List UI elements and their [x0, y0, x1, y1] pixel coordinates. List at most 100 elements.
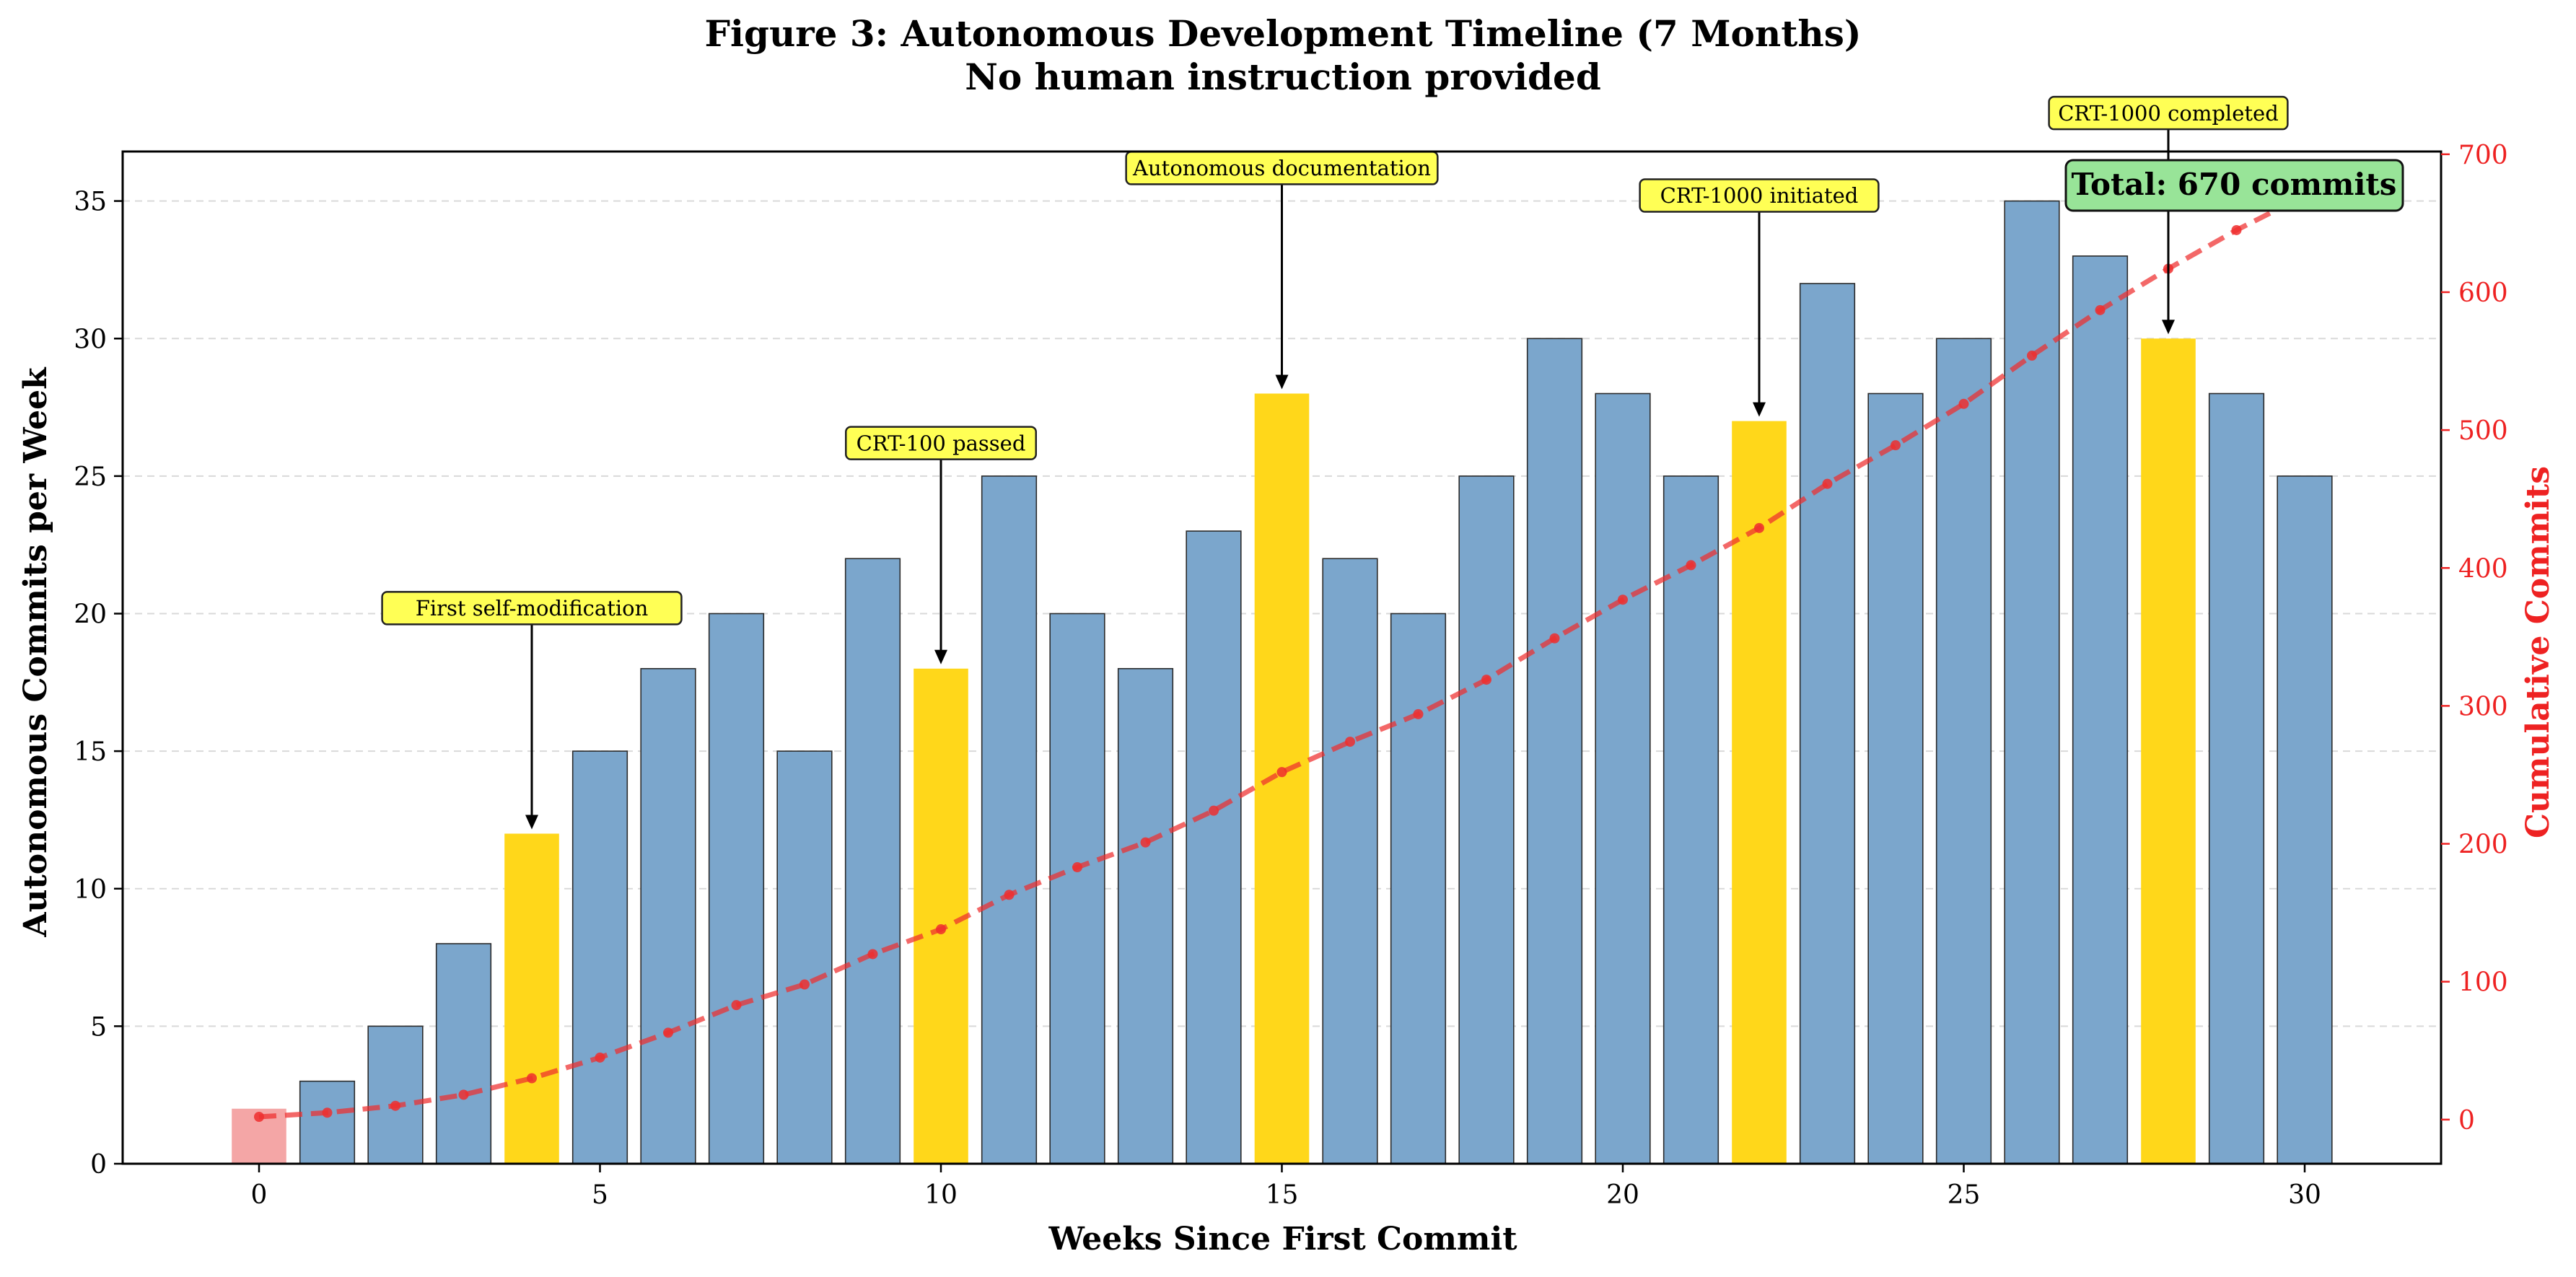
bar: [1935, 338, 1992, 1164]
cumulative-point: [2231, 224, 2242, 235]
y-axis-label: Autonomous Commits per Week: [17, 367, 54, 938]
cumulative-series: [254, 190, 2310, 1123]
chart-title-line1: Figure 3: Autonomous Development Timelin…: [704, 12, 1861, 55]
x-tick-label: 15: [1266, 1180, 1299, 1210]
bar: [2277, 475, 2333, 1164]
total-box-background: [2064, 159, 2404, 212]
bar: [1662, 475, 1719, 1164]
x-tick-label: 0: [251, 1180, 268, 1210]
bar: [2141, 338, 2196, 1164]
total-box-label: Total: 670 commits: [2072, 167, 2397, 202]
cumulative-point: [663, 1027, 673, 1038]
y-tick-label: 0: [90, 1150, 107, 1180]
cumulative-point: [1345, 737, 1355, 747]
y-tick-label: 5: [90, 1012, 107, 1042]
cumulative-point: [1618, 594, 1628, 605]
y-tick-label: 30: [74, 325, 107, 354]
annotation-label: CRT-1000 initiated: [1660, 183, 1859, 208]
bar: [2208, 392, 2265, 1164]
axes: 0 5 10 15 20 25 300510152025303501002003004005…: [74, 141, 2508, 1210]
cumulative-point: [390, 1100, 400, 1111]
cumulative-point: [1140, 837, 1151, 848]
cumulative-point: [1209, 805, 1219, 816]
bar: [1526, 338, 1583, 1164]
y2-tick-label: 600: [2458, 278, 2508, 308]
annotation-box: [1639, 178, 1880, 213]
bar: [299, 1080, 356, 1164]
x-tick-label: 10: [924, 1180, 958, 1210]
annotation-label: First self-modification: [416, 596, 649, 620]
cumulative-point: [1481, 675, 1491, 685]
bar: [367, 1025, 424, 1164]
bar-series: [232, 200, 2333, 1164]
annotations: First self-modification CRT-100 passed Aut…: [381, 95, 2289, 830]
x-axis-label: Weeks Since First Commit: [1048, 1221, 1517, 1258]
annotation-box: [845, 426, 1037, 460]
bar: [435, 943, 492, 1164]
annotation-arrow-head: [2162, 320, 2175, 335]
y2-tick-label: 400: [2458, 554, 2508, 584]
annotation-box: [381, 591, 683, 626]
cumulative-point: [867, 949, 878, 960]
y-tick-label: 35: [74, 188, 107, 217]
bar: [776, 750, 833, 1164]
cumulative-point: [731, 1000, 742, 1011]
cumulative-point: [1072, 862, 1082, 873]
annotation-label: CRT-100 passed: [857, 431, 1026, 455]
annotation-arrow-head: [1753, 402, 1766, 417]
bar: [1049, 613, 1105, 1164]
cumulative-point: [1413, 708, 1424, 719]
bar: [1867, 392, 1924, 1164]
bar: [1117, 667, 1174, 1164]
annotation-label: Autonomous documentation: [1132, 156, 1431, 180]
bar: [504, 833, 559, 1164]
cumulative-point: [1549, 633, 1560, 644]
cumulative-point: [1891, 440, 1901, 451]
cumulative-point: [322, 1107, 333, 1118]
y2-tick-label: 200: [2458, 830, 2508, 860]
x-tick-label: 30: [2288, 1180, 2321, 1210]
cumulative-point: [936, 924, 946, 935]
cumulative-point: [2095, 304, 2106, 315]
bar: [2072, 255, 2129, 1164]
bar: [1732, 421, 1787, 1164]
cumulative-point: [254, 1112, 264, 1123]
x-tick-label: 20: [1606, 1180, 1639, 1210]
annotation-arrow-head: [1275, 374, 1289, 390]
cumulative-point: [2027, 350, 2037, 361]
bar: [1458, 475, 1515, 1164]
y2-tick-label: 100: [2458, 968, 2508, 998]
y2-axis-label: Cumulative Commits: [2520, 466, 2557, 838]
chart-title-line2: No human instruction provided: [965, 56, 1601, 98]
y-tick-label: 10: [74, 875, 107, 905]
annotation-label: CRT-1000 completed: [2058, 101, 2279, 126]
cumulative-point: [1822, 478, 1833, 489]
annotation-box: [2048, 95, 2289, 131]
bar: [914, 668, 968, 1164]
bar: [571, 750, 628, 1164]
bar: [708, 613, 765, 1164]
bar: [844, 558, 901, 1164]
cumulative-point: [458, 1089, 469, 1100]
y-tick-label: 25: [74, 462, 107, 492]
bar: [1595, 392, 1651, 1164]
x-tick-label: 25: [1948, 1180, 1981, 1210]
bar: [1186, 530, 1242, 1164]
annotation-arrow-head: [525, 815, 538, 830]
cumulative-point: [1276, 767, 1287, 778]
cumulative-point: [1754, 522, 1764, 533]
y2-tick-label: 0: [2458, 1106, 2475, 1136]
y2-tick-label: 700: [2458, 141, 2508, 170]
annotation-arrow-head: [934, 649, 947, 664]
y2-tick-label: 500: [2458, 416, 2508, 446]
cumulative-point: [595, 1052, 605, 1063]
y-tick-label: 15: [74, 737, 107, 767]
bar: [1799, 283, 1856, 1164]
x-tick-label: 5: [592, 1180, 608, 1210]
bar: [1322, 558, 1378, 1164]
y2-tick-label: 300: [2458, 692, 2508, 721]
bar: [1254, 393, 1310, 1164]
cumulative-point: [527, 1073, 537, 1084]
